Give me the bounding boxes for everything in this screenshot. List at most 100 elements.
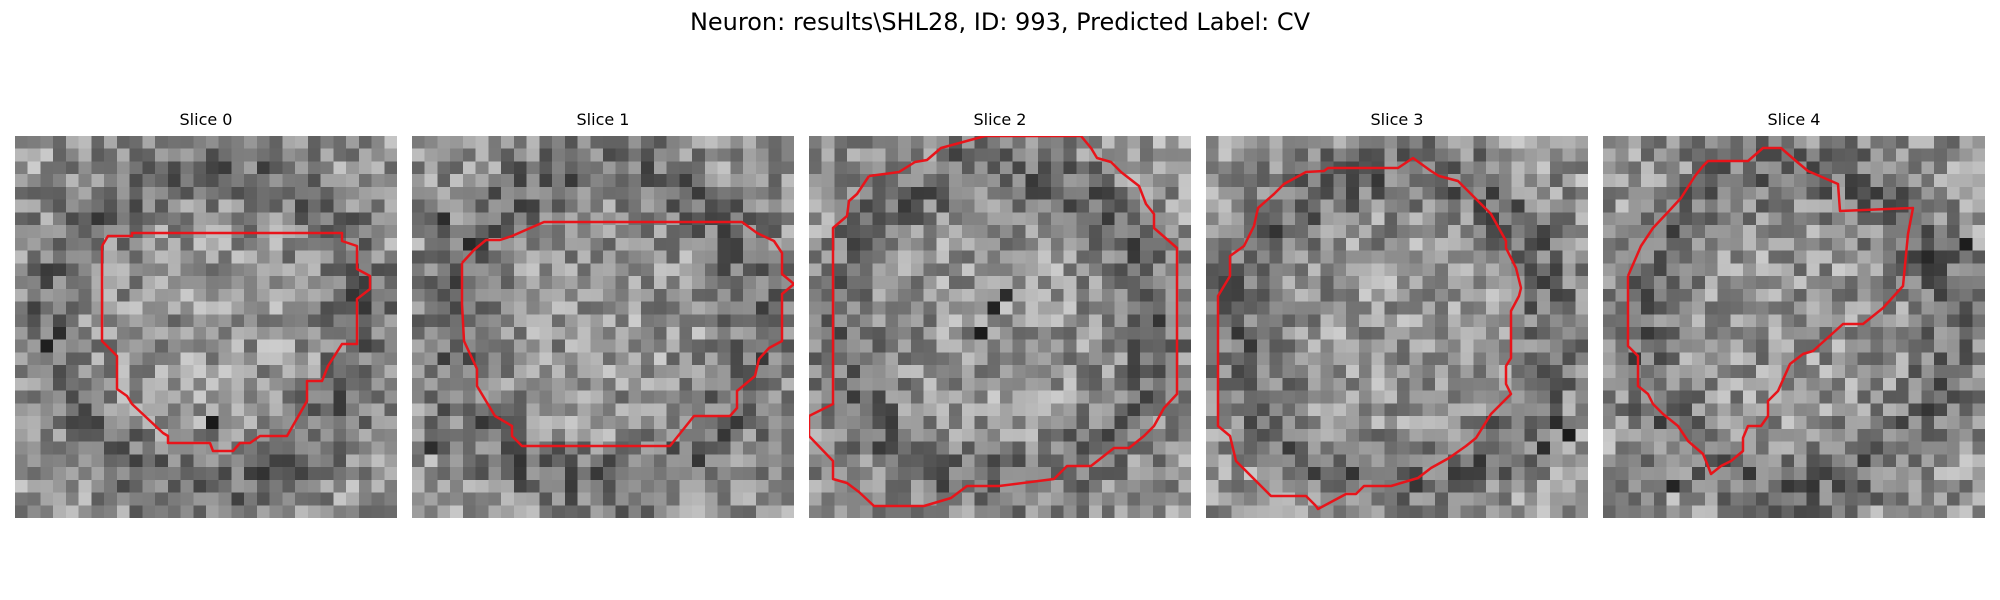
image-pixel: [666, 314, 680, 328]
image-pixel: [1844, 263, 1859, 277]
image-pixel: [91, 199, 105, 213]
image-pixel: [859, 237, 874, 252]
image-pixel: [282, 492, 296, 506]
image-pixel: [1743, 250, 1757, 264]
image-pixel: [936, 352, 950, 366]
image-pixel: [885, 237, 899, 252]
image-pixel: [1000, 327, 1014, 341]
image-pixel: [1603, 186, 1617, 201]
image-pixel: [1819, 263, 1833, 277]
image-pixel: [78, 441, 92, 455]
image-pixel: [129, 479, 143, 494]
image-pixel: [1679, 314, 1693, 328]
image-pixel: [809, 365, 823, 379]
image-pixel: [1114, 403, 1128, 417]
image-pixel: [53, 428, 67, 443]
image-pixel: [1269, 225, 1283, 239]
image-pixel: [1089, 441, 1103, 455]
image-pixel: [910, 454, 925, 468]
image-pixel: [1269, 327, 1283, 341]
image-pixel: [768, 212, 782, 226]
image-pixel: [1549, 479, 1564, 494]
image-pixel: [821, 148, 836, 163]
image-pixel: [898, 250, 912, 264]
image-pixel: [104, 288, 118, 303]
image-pixel: [1603, 250, 1617, 264]
image-pixel: [1549, 505, 1564, 518]
image-pixel: [1806, 212, 1821, 226]
image-pixel: [1320, 225, 1334, 239]
image-pixel: [1549, 174, 1564, 188]
image-pixel: [180, 505, 194, 518]
image-pixel: [244, 416, 258, 430]
image-pixel: [1152, 250, 1167, 264]
image-pixel: [1038, 454, 1052, 468]
image-pixel: [1435, 403, 1449, 417]
image-pixel: [1371, 377, 1385, 392]
image-pixel: [847, 339, 861, 354]
image-pixel: [1050, 237, 1065, 252]
image-pixel: [167, 416, 182, 430]
image-pixel: [1422, 428, 1436, 443]
image-pixel: [218, 416, 233, 430]
image-pixel: [1524, 467, 1538, 481]
image-pixel: [885, 339, 899, 354]
image-pixel: [1704, 403, 1719, 417]
image-pixel: [1498, 327, 1513, 341]
image-pixel: [1895, 403, 1910, 417]
image-pixel: [1012, 416, 1027, 430]
image-pixel: [1101, 199, 1116, 213]
image-pixel: [1666, 505, 1680, 518]
image-pixel: [437, 390, 451, 404]
image-pixel: [167, 148, 182, 163]
image-pixel: [1295, 428, 1309, 443]
image-pixel: [1641, 174, 1655, 188]
image-pixel: [577, 186, 591, 201]
image-pixel: [129, 263, 143, 277]
image-pixel: [358, 339, 373, 354]
image-pixel: [180, 276, 194, 290]
image-pixel: [513, 479, 528, 494]
image-pixel: [1768, 505, 1782, 518]
image-pixel: [269, 505, 283, 518]
image-pixel: [987, 352, 1001, 366]
image-pixel: [1076, 301, 1090, 315]
image-pixel: [1575, 186, 1588, 201]
image-pixel: [513, 505, 528, 518]
image-pixel: [1692, 288, 1706, 303]
image-pixel: [1537, 390, 1551, 404]
image-pixel: [218, 454, 233, 468]
image-pixel: [358, 505, 373, 518]
image-pixel: [1743, 505, 1757, 518]
image-pixel: [412, 288, 426, 303]
image-pixel: [539, 250, 553, 264]
image-pixel: [603, 136, 617, 150]
image-pixel: [1218, 377, 1233, 392]
image-pixel: [526, 492, 540, 506]
image-pixel: [1755, 161, 1770, 175]
image-pixel: [1333, 454, 1347, 468]
image-pixel: [1794, 148, 1808, 163]
image-pixel: [1358, 390, 1373, 404]
image-pixel: [1666, 454, 1680, 468]
image-pixel: [244, 365, 258, 379]
image-pixel: [1012, 492, 1027, 506]
image-pixel: [1295, 225, 1309, 239]
image-pixel: [27, 454, 42, 468]
image-pixel: [437, 467, 451, 481]
image-pixel: [1946, 186, 1961, 201]
image-pixel: [1320, 136, 1334, 150]
image-pixel: [949, 403, 963, 417]
image-pixel: [155, 250, 169, 264]
image-pixel: [371, 428, 385, 443]
image-pixel: [1844, 441, 1859, 455]
image-pixel: [1857, 225, 1871, 239]
image-pixel: [1371, 492, 1385, 506]
image-pixel: [1076, 428, 1090, 443]
slice-title-1: Slice 1: [576, 110, 630, 129]
image-pixel: [730, 428, 744, 443]
image-pixel: [1307, 339, 1322, 354]
image-pixel: [577, 365, 591, 379]
image-pixel: [628, 390, 642, 404]
image-pixel: [898, 467, 912, 481]
